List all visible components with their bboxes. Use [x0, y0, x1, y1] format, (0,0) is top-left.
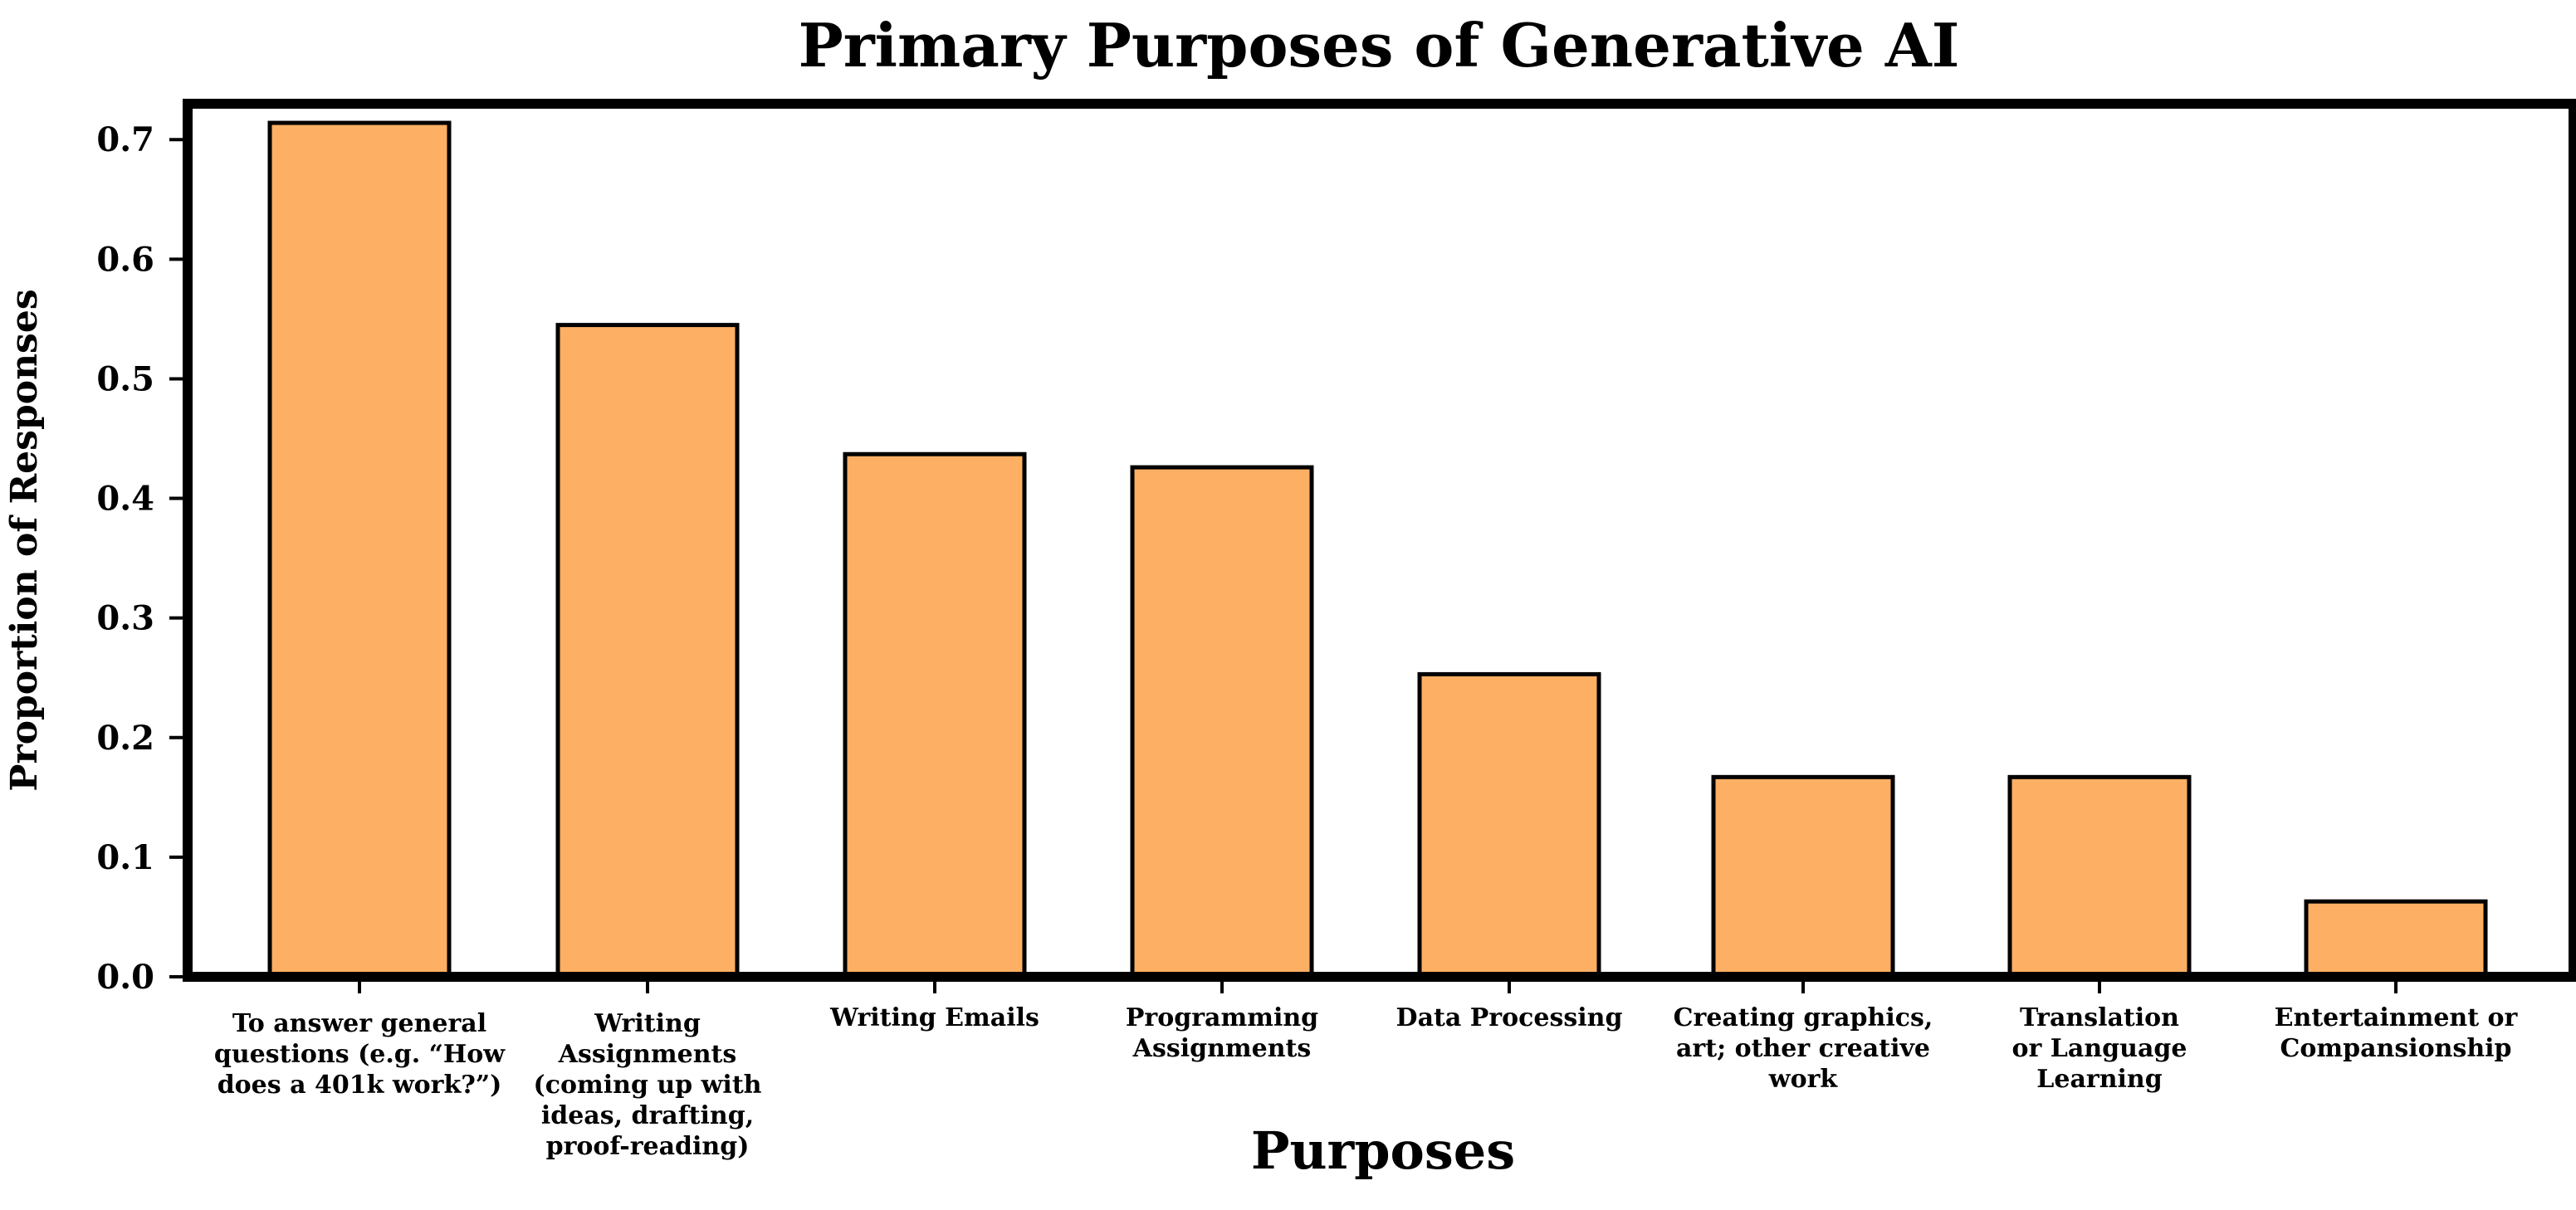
x-tick-label: Translation or Language Learning	[2012, 1003, 2187, 1094]
x-tick-label: Creating graphics, art; other creative wor…	[1674, 1003, 1933, 1094]
x-tick-label: Programming Assignments	[1126, 1003, 1318, 1063]
x-tick-label-line: Data Processing	[1396, 1003, 1623, 1032]
y-tick-label: 0.4	[96, 480, 154, 519]
x-tick-label: Writing Emails	[829, 1003, 1039, 1032]
x-tick-label-line: To answer general	[232, 1009, 486, 1038]
y-tick-label: 0.0	[96, 958, 154, 997]
bar-6	[1711, 774, 1895, 979]
y-tick-label: 0.3	[96, 599, 154, 638]
x-tick-label-line: proof-reading)	[546, 1132, 750, 1161]
y-tick-label: 0.6	[96, 240, 154, 279]
x-tick-label: Data Processing	[1396, 1003, 1623, 1032]
x-tick-label: To answer general questions (e.g. “How doe…	[214, 1009, 506, 1100]
x-axis: To answer general questions (e.g. “How doe…	[214, 977, 2519, 1161]
x-tick-label-line: Compansionship	[2280, 1034, 2511, 1063]
x-tick-label-line: (coming up with	[534, 1071, 762, 1100]
x-tick-label-line: art; other creative	[1676, 1034, 1930, 1063]
x-tick-label-line: or Language	[2012, 1034, 2187, 1063]
y-axis-label: Proportion of Responses	[3, 289, 46, 791]
plot-frame	[183, 99, 2576, 982]
y-tick-label: 0.5	[96, 359, 154, 398]
x-tick-label-line: Learning	[2036, 1065, 2162, 1094]
x-tick-label-line: Writing Emails	[829, 1003, 1039, 1032]
x-tick-label-line: work	[1768, 1065, 1839, 1094]
y-tick-label: 0.2	[96, 719, 154, 758]
x-tick-label-line: Assignments	[558, 1040, 737, 1069]
x-tick-label-line: Creating graphics,	[1674, 1003, 1933, 1032]
y-tick-label: 0.1	[96, 838, 154, 877]
x-tick-label-line: questions (e.g. “How	[214, 1040, 506, 1069]
x-axis-label: Purposes	[1251, 1120, 1515, 1181]
x-tick-label-line: Assignments	[1132, 1034, 1312, 1063]
x-tick-label-line: Programming	[1126, 1003, 1318, 1032]
y-tick-label: 0.7	[96, 120, 154, 159]
x-tick-label-line: ideas, drafting,	[541, 1101, 754, 1130]
bar-4	[1130, 465, 1314, 979]
x-tick-label-line: Writing	[594, 1009, 701, 1038]
x-tick-label: Writing Assignments (coming up with ideas, …	[534, 1009, 762, 1161]
x-tick-label: Entertainment or Compansionship	[2275, 1003, 2519, 1063]
x-tick-label-line: does a 401k work?”)	[218, 1071, 502, 1100]
bar-2	[555, 323, 740, 979]
bar-7	[2007, 774, 2192, 979]
bar-3	[843, 451, 1027, 979]
x-tick-label-line: Entertainment or	[2275, 1003, 2519, 1032]
x-tick-label-line: Translation	[2020, 1003, 2179, 1032]
y-axis: 0.0 0.1 0.2 0.3 0.4 0.5 0.6 0.7	[96, 120, 188, 997]
bar-1	[267, 120, 452, 979]
bar-8	[2304, 899, 2488, 979]
bars-layer	[267, 120, 2488, 979]
bar-5	[1417, 671, 1601, 979]
chart-title: Primary Purposes of Generative AI	[799, 10, 1960, 81]
